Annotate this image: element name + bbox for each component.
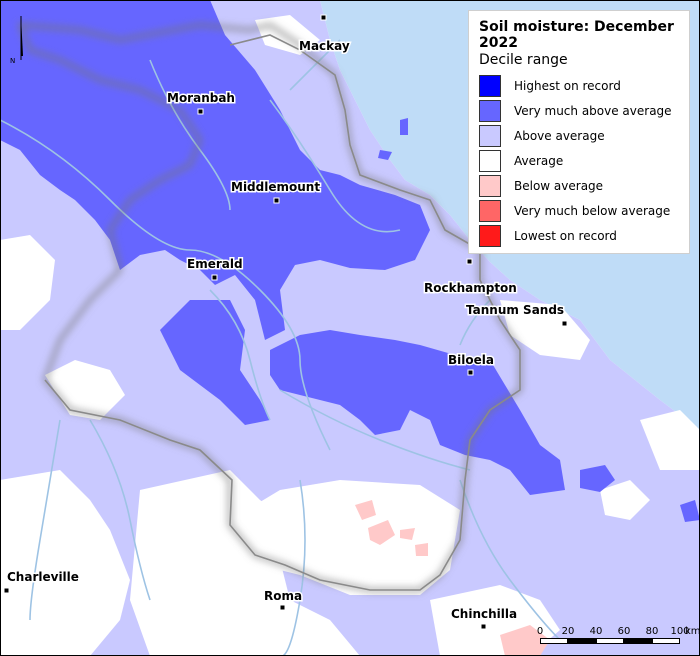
town-marker-charleville bbox=[3, 587, 10, 594]
basin-boundary-line bbox=[44, 34, 521, 591]
legend-label: Highest on record bbox=[514, 78, 621, 93]
town-label-mackay: Mackay bbox=[299, 39, 350, 53]
legend-label: Above average bbox=[514, 128, 605, 143]
scale-segment bbox=[596, 638, 624, 644]
legend-item: Highest on record bbox=[479, 73, 679, 98]
scale-segment bbox=[652, 638, 680, 644]
region-below-average bbox=[355, 500, 550, 656]
town-label-charleville: Charleville bbox=[7, 570, 79, 584]
rivers bbox=[0, 39, 561, 656]
town-label-emerald: Emerald bbox=[187, 257, 243, 271]
town-label-biloela: Biloela bbox=[448, 353, 494, 367]
scale-bar: 0 20 40 60 80 100 km bbox=[536, 626, 700, 652]
legend-swatch bbox=[479, 124, 501, 147]
town-marker-mackay bbox=[320, 14, 327, 21]
legend-swatch bbox=[479, 74, 501, 97]
legend-swatch bbox=[479, 224, 501, 247]
scale-segment bbox=[568, 638, 596, 644]
region-very-much-above-average bbox=[0, 0, 700, 522]
legend-swatch bbox=[479, 149, 501, 172]
town-label-chinchilla: Chinchilla bbox=[451, 607, 517, 621]
north-arrow: N bbox=[8, 16, 24, 66]
scale-tick-label: 20 bbox=[561, 626, 575, 637]
town-marker-moranbah bbox=[197, 108, 204, 115]
town-marker-rockhampton bbox=[466, 258, 473, 265]
scale-segment bbox=[540, 638, 568, 644]
legend-subtitle: Decile range bbox=[479, 52, 568, 68]
town-label-middlemount: Middlemount bbox=[231, 180, 320, 194]
legend-item: Above average bbox=[479, 123, 679, 148]
town-marker-roma bbox=[279, 604, 286, 611]
scale-unit: km bbox=[685, 626, 700, 637]
town-marker-middlemount bbox=[273, 197, 280, 204]
legend-item: Below average bbox=[479, 173, 679, 198]
north-arrow-icon: N bbox=[10, 16, 23, 65]
legend-label: Very much below average bbox=[514, 203, 671, 218]
town-marker-emerald bbox=[211, 274, 218, 281]
town-label-rockhampton: Rockhampton bbox=[424, 281, 517, 295]
scale-tick-label: 60 bbox=[617, 626, 631, 637]
legend-swatch bbox=[479, 199, 501, 222]
town-label-tannum-sands: Tannum Sands bbox=[466, 303, 564, 317]
scale-tick-label: 0 bbox=[536, 626, 544, 637]
legend-label: Average bbox=[514, 153, 564, 168]
town-marker-tannum-sands bbox=[561, 320, 568, 327]
legend-items: Highest on record Very much above average… bbox=[479, 73, 679, 248]
legend-swatch bbox=[479, 99, 501, 122]
scale-tick-label: 40 bbox=[589, 626, 603, 637]
town-label-moranbah: Moranbah bbox=[167, 91, 235, 105]
legend-item: Very much above average bbox=[479, 98, 679, 123]
scale-tick-label: 80 bbox=[645, 626, 659, 637]
legend-swatch bbox=[479, 174, 501, 197]
town-labels: Mackay Moranbah Middlemount Emerald Rock… bbox=[6, 38, 566, 623]
town-marker-chinchilla bbox=[480, 623, 487, 630]
legend-label: Below average bbox=[514, 178, 604, 193]
legend-label: Lowest on record bbox=[514, 228, 617, 243]
north-arrow-label: N bbox=[10, 57, 15, 65]
legend-item: Average bbox=[479, 148, 679, 173]
legend-item: Very much below average bbox=[479, 198, 679, 223]
legend: Soil moisture: December 2022 Decile rang… bbox=[468, 10, 690, 254]
town-markers bbox=[3, 14, 568, 630]
legend-item: Lowest on record bbox=[479, 223, 679, 248]
scale-segment bbox=[624, 638, 652, 644]
legend-label: Very much above average bbox=[514, 103, 672, 118]
scale-tick-label: 100 bbox=[670, 626, 690, 637]
legend-title: Soil moisture: December 2022 bbox=[479, 19, 674, 51]
town-label-roma: Roma bbox=[264, 589, 302, 603]
town-marker-biloela bbox=[467, 369, 474, 376]
